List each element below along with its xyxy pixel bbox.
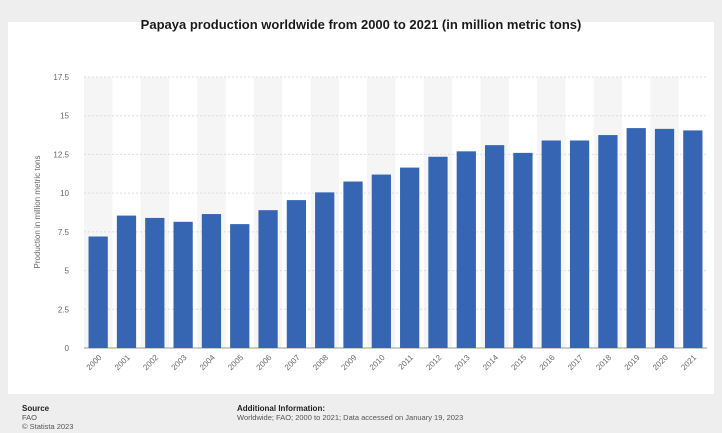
- bar-2014[interactable]: [484, 145, 505, 348]
- x-tick-label: 2012: [424, 353, 443, 372]
- additional-info-block: Additional Information: Worldwide; FAO; …: [237, 404, 463, 422]
- bar-2018[interactable]: [598, 135, 618, 348]
- x-tick-label: 2011: [397, 353, 416, 372]
- bar-2005[interactable]: [230, 224, 250, 348]
- x-tick-label: 2008: [311, 353, 330, 372]
- x-tick-label: 2009: [339, 353, 358, 372]
- bar-2021[interactable]: [683, 130, 703, 348]
- y-tick-label: 17.5: [53, 73, 69, 82]
- bar-2007[interactable]: [286, 200, 307, 348]
- bar-2015[interactable]: [513, 152, 533, 348]
- bar-2006[interactable]: [258, 210, 278, 348]
- copyright: © Statista 2023: [22, 422, 74, 431]
- y-tick-label: 5: [65, 267, 70, 276]
- info-heading: Additional Information:: [237, 404, 325, 413]
- x-tick-label: 2001: [113, 353, 132, 372]
- x-tick-label: 2000: [85, 353, 104, 372]
- bar-2019[interactable]: [626, 128, 646, 348]
- x-tick-label: 2003: [170, 353, 189, 372]
- bar-2011[interactable]: [400, 167, 420, 348]
- source-name: FAO: [22, 413, 38, 422]
- bar-2000[interactable]: [88, 236, 108, 348]
- y-tick-label: 12.5: [53, 150, 69, 159]
- info-text: Worldwide; FAO; 2000 to 2021; Data acces…: [237, 413, 464, 422]
- x-tick-label: 2017: [566, 353, 585, 372]
- bar-2008[interactable]: [315, 192, 335, 348]
- bar-2004[interactable]: [201, 214, 222, 348]
- bar-2012[interactable]: [428, 156, 448, 348]
- x-tick-label: 2021: [679, 353, 698, 372]
- x-tick-label: 2020: [651, 353, 670, 372]
- x-tick-label: 2013: [453, 353, 472, 372]
- y-tick-label: 7.5: [58, 228, 70, 237]
- bar-2017[interactable]: [569, 140, 590, 348]
- bar-2009[interactable]: [343, 181, 363, 348]
- y-tick-label: 2.5: [58, 305, 70, 314]
- x-tick-label: 2002: [141, 353, 160, 372]
- chart-title: Papaya production worldwide from 2000 to…: [140, 17, 582, 32]
- y-tick-label: 15: [60, 112, 69, 121]
- bar-2001[interactable]: [116, 215, 137, 348]
- x-tick-label: 2014: [481, 353, 500, 372]
- bar-chart: 0 2.5 5 7.5 10 12.5 15 17.5 2000 2001 2002 2003 200…: [33, 73, 707, 372]
- x-tick-label: 2006: [255, 353, 274, 372]
- x-tick-label: 2015: [509, 353, 528, 372]
- bar-2002[interactable]: [145, 217, 165, 348]
- bar-2010[interactable]: [371, 174, 391, 348]
- y-axis-label: Production in million metric tons: [33, 156, 42, 269]
- x-tick-label: 2007: [283, 353, 302, 372]
- x-tick-label: 2018: [594, 353, 613, 372]
- source-heading: Source: [22, 404, 50, 413]
- bar-2003[interactable]: [173, 221, 193, 348]
- x-tick-label: 2010: [368, 353, 387, 372]
- x-tick-label: 2005: [226, 353, 245, 372]
- source-block: Source FAO © Statista 2023: [22, 404, 73, 431]
- bar-2013[interactable]: [456, 151, 476, 348]
- bar-2016[interactable]: [541, 140, 561, 348]
- x-tick-label: 2004: [198, 353, 217, 372]
- x-tick-label: 2016: [538, 353, 557, 372]
- y-tick-label: 10: [60, 189, 69, 198]
- bar-2020[interactable]: [654, 128, 675, 348]
- y-tick-label: 0: [65, 344, 70, 353]
- x-tick-label: 2019: [623, 353, 642, 372]
